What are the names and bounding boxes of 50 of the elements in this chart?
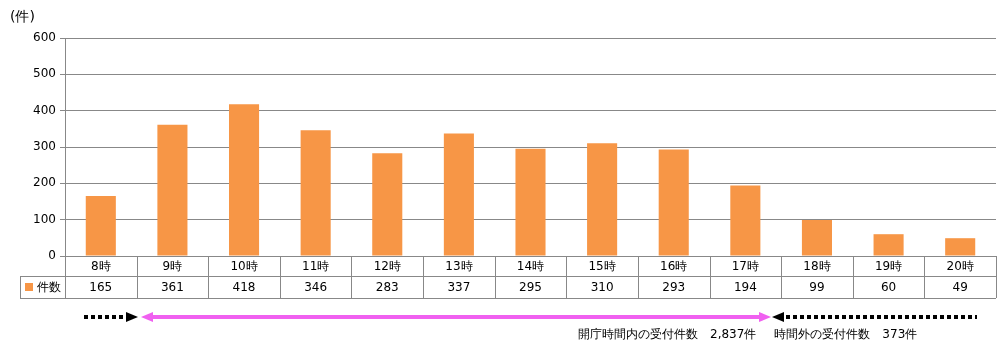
data-label: 418 — [232, 280, 256, 295]
y-tick-label: 400 — [33, 102, 56, 117]
x-tick-label: 14時 — [516, 259, 545, 274]
y-tick-label: 100 — [33, 211, 56, 226]
y-tick-label: 600 — [33, 30, 56, 45]
x-tick-label: 9時 — [162, 259, 183, 274]
x-tick-label: 8時 — [90, 259, 111, 274]
x-tick-label: 16時 — [660, 259, 688, 274]
bar — [443, 133, 474, 256]
x-tick-label: 10時 — [230, 259, 258, 274]
data-label: 283 — [375, 280, 399, 295]
bar — [157, 124, 188, 256]
data-label: 346 — [304, 280, 328, 295]
data-label: 49 — [952, 280, 968, 295]
bar — [372, 153, 403, 256]
y-tick-label: 500 — [33, 66, 56, 81]
data-label: 165 — [89, 280, 113, 295]
x-tick-label: 12時 — [373, 259, 401, 274]
y-tick-label: 200 — [33, 175, 56, 190]
x-tick-label: 19時 — [874, 259, 903, 274]
data-label: 194 — [733, 280, 757, 295]
bar — [945, 238, 976, 256]
data-label: 310 — [590, 280, 614, 295]
bar — [85, 196, 116, 256]
bar — [801, 220, 832, 256]
data-label: 337 — [447, 280, 471, 295]
bar — [587, 143, 618, 256]
bar — [873, 234, 904, 256]
bar — [658, 149, 689, 256]
data-label: 293 — [662, 280, 686, 295]
legend-label: 件数 — [37, 280, 61, 295]
data-label: 99 — [809, 280, 825, 295]
x-tick-label: 20時 — [946, 259, 974, 274]
bar — [300, 130, 331, 256]
data-label: 361 — [160, 280, 184, 295]
y-tick-label: 0 — [48, 248, 56, 263]
text: 時間外の受付件数 373件 — [774, 326, 918, 343]
x-tick-label: 15時 — [588, 259, 616, 274]
y-tick-label: 300 — [33, 139, 56, 154]
x-tick-label: 11時 — [302, 259, 330, 274]
bar — [730, 185, 761, 256]
x-tick-label: 17時 — [731, 259, 759, 274]
bar — [515, 148, 546, 256]
bar — [229, 104, 260, 256]
text: 開庁時間内の受付件数 2,837件 — [578, 326, 757, 343]
y-axis-title: (件) — [10, 7, 35, 24]
x-tick-label: 18時 — [803, 259, 831, 274]
data-label: 60 — [880, 280, 897, 295]
data-label: 295 — [519, 280, 542, 295]
x-tick-label: 13時 — [445, 259, 473, 274]
